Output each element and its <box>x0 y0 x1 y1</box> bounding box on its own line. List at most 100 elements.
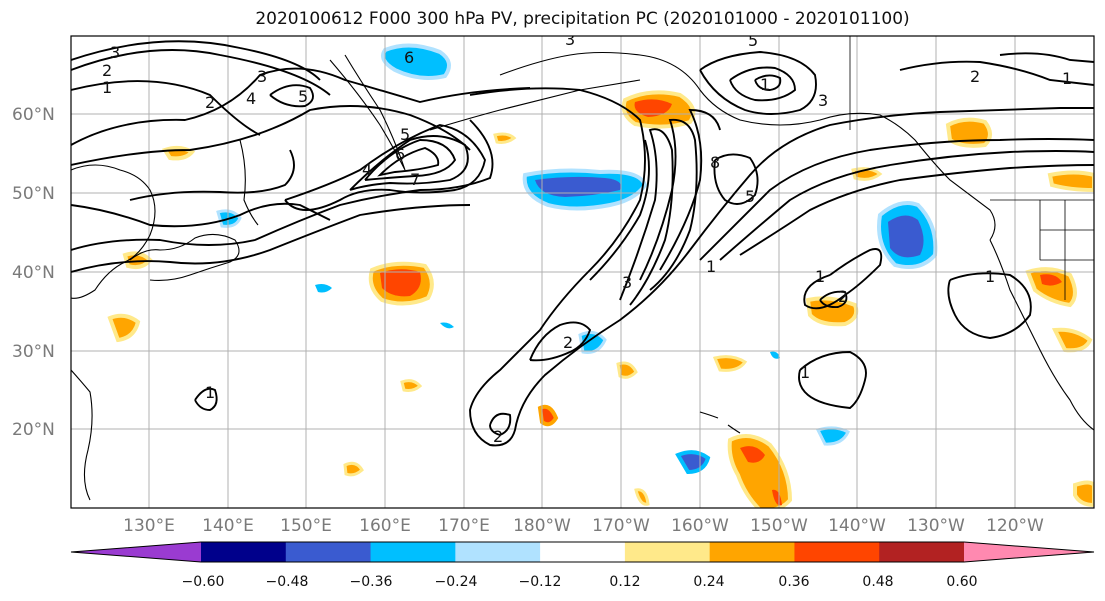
contour-line <box>529 321 592 362</box>
contour-line <box>739 164 1094 256</box>
contour-label: 5 <box>748 31 758 50</box>
contour-line <box>71 67 531 146</box>
colorbar-tick-labels: −0.60 −0.48 −0.36 −0.24 −0.12 0.12 0.24 … <box>182 574 978 590</box>
contour-label: 4 <box>362 160 372 179</box>
precip-negative-region <box>770 351 780 359</box>
precip-positive-core <box>740 446 765 463</box>
latitude-labels: 60°N 50°N 40°N 30°N 20°N <box>12 105 55 440</box>
contour-label: 6 <box>404 48 414 67</box>
colorbar-extend-high <box>964 542 1094 562</box>
coastline-hawaii <box>699 411 741 434</box>
political-borders <box>849 36 1094 300</box>
contour-line <box>819 290 848 309</box>
precip-positive-region <box>122 251 153 270</box>
coastline-kamchatka <box>329 54 406 171</box>
contour-label: 6 <box>395 145 405 164</box>
contour-line <box>71 204 471 273</box>
contour-label: 1 <box>760 75 770 94</box>
pv-contours <box>71 40 1094 447</box>
contour-label: 5 <box>298 87 308 106</box>
colorbar-tick-label: 0.60 <box>946 574 977 590</box>
lon-label: 150°E <box>280 516 332 536</box>
precip-positive-core <box>380 269 421 297</box>
lon-label: 120°W <box>986 516 1044 536</box>
contour-line <box>659 109 721 271</box>
contour-line <box>947 272 1032 339</box>
contour-line <box>71 80 261 136</box>
contour-line <box>129 149 295 201</box>
precip-positive-region <box>343 461 364 477</box>
contour-label: 3 <box>565 30 575 49</box>
precip-positive-core <box>634 99 672 117</box>
contour-label: 2 <box>102 61 112 80</box>
contour-line <box>754 74 782 91</box>
precip-negative-core <box>535 176 621 197</box>
colorbar-segment <box>879 542 965 562</box>
contour-label: 1 <box>205 383 215 402</box>
contour-line <box>803 248 883 310</box>
precip-negative-region <box>815 426 850 446</box>
colorbar-outline <box>70 541 1095 563</box>
precip-negative-region <box>440 322 454 329</box>
lon-label: 140°W <box>828 516 886 536</box>
contour-line <box>999 52 1094 63</box>
precip-positive-region <box>493 132 517 144</box>
lon-label: 160°W <box>671 516 729 536</box>
contour-line <box>639 118 698 291</box>
contour-line <box>284 124 486 211</box>
colorbar-tick-label: −0.60 <box>182 574 225 590</box>
contour-label: 4 <box>246 89 256 108</box>
contour-label: 2 <box>563 333 573 352</box>
contour-line <box>899 60 1094 86</box>
coastline-asia <box>71 164 156 299</box>
contour-line <box>269 84 314 108</box>
contour-line <box>713 153 759 205</box>
lon-label: 180°W <box>513 516 571 536</box>
contour-line <box>71 49 331 96</box>
contour-line <box>364 139 457 181</box>
contour-label: 3 <box>257 67 267 86</box>
colorbar-segment <box>540 542 626 562</box>
colorbar-tick-label: −0.36 <box>350 574 393 590</box>
lon-label: 170°E <box>438 516 490 536</box>
contour-label: 1 <box>706 257 716 276</box>
precip-positive-core <box>1040 274 1062 286</box>
precip-positive-region <box>1051 327 1093 353</box>
colorbar-tick-label: −0.12 <box>519 574 562 590</box>
lat-label: 50°N <box>12 184 55 204</box>
lat-label: 60°N <box>12 105 55 125</box>
contour-label: 1 <box>800 363 810 382</box>
contour-line <box>71 40 321 81</box>
coastline-taiwan-philippines <box>71 369 93 501</box>
colorbar-tick-label: 0.48 <box>862 574 893 590</box>
lon-label: 140°E <box>202 516 254 536</box>
lon-label: 130°W <box>907 516 965 536</box>
lon-label: 130°E <box>123 516 175 536</box>
contour-label: 3 <box>818 91 828 110</box>
contour-line <box>619 128 674 306</box>
precip-positive-region <box>400 379 423 392</box>
colorbar-tick-label: 0.12 <box>609 574 640 590</box>
contour-label: 5 <box>745 187 755 206</box>
colorbar-tick-label: −0.24 <box>435 574 478 590</box>
contour-line <box>469 87 1094 447</box>
contour-label: 2 <box>838 287 848 306</box>
lat-label: 30°N <box>12 342 55 362</box>
contour-line <box>719 150 1094 261</box>
contour-labels: 3 2 1 4 3 2 5 6 5 6 7 3 5 4 3 2 1 8 5 1 … <box>102 30 1072 446</box>
contour-label: 2 <box>493 427 503 446</box>
contour-label: 3 <box>110 43 120 62</box>
lon-label: 160°E <box>359 516 411 536</box>
contour-label: 1 <box>815 267 825 286</box>
coastline-alaska <box>499 51 996 241</box>
contour-line <box>699 51 817 115</box>
border-states <box>1039 200 1094 300</box>
map-frame <box>70 35 1095 509</box>
colorbar-tick-label: 0.36 <box>778 574 809 590</box>
precip-negative-region <box>381 43 451 80</box>
contour-line <box>798 351 867 409</box>
longitude-labels: 130°E 140°E 150°E 160°E 170°E 180°W 170°… <box>123 516 1044 536</box>
contour-line <box>71 119 494 251</box>
lon-label: 150°W <box>750 516 808 536</box>
colorbar-segment <box>794 542 880 562</box>
